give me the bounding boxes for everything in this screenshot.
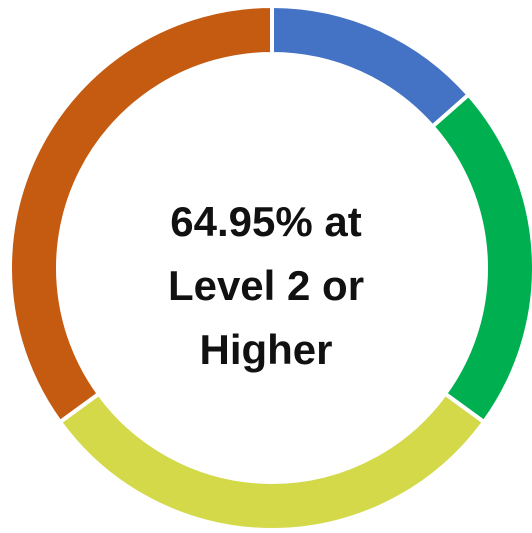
donut-slices (8, 4, 532, 532)
donut-slice-2 (430, 92, 532, 424)
center-label-line-3: Higher (199, 326, 333, 373)
donut-slice-3 (58, 391, 486, 532)
donut-slice-1 (270, 4, 471, 129)
center-label: 64.95% at Level 2 or Higher (126, 190, 406, 382)
donut-slice-4 (8, 4, 274, 424)
center-label-line-2: Level 2 or (167, 262, 365, 309)
center-label-line-1: 64.95% at (170, 198, 362, 245)
